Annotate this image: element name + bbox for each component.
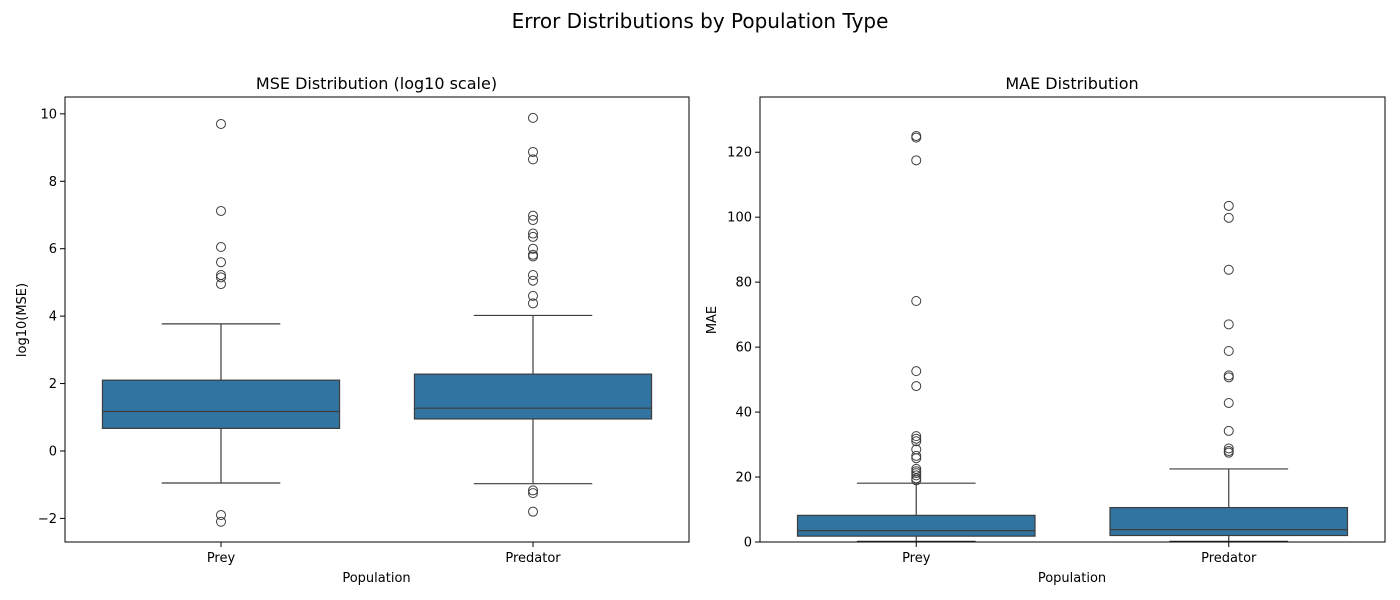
outlier-point bbox=[216, 279, 226, 290]
mse-panel-title: MSE Distribution (log10 scale) bbox=[256, 74, 497, 93]
outlier-point bbox=[911, 155, 922, 166]
mae-y-tick-label: 80 bbox=[735, 276, 752, 291]
outlier-point bbox=[528, 270, 538, 280]
outlier-point bbox=[216, 516, 226, 527]
outlier-point bbox=[216, 510, 226, 521]
mae-y-axis-label: MAE bbox=[705, 306, 720, 334]
mse-y-tick-label: 10 bbox=[40, 107, 57, 122]
outlier-point bbox=[911, 433, 922, 444]
mse-box-predator bbox=[413, 112, 653, 517]
outlier-point bbox=[911, 295, 922, 306]
outlier-point bbox=[1223, 200, 1234, 211]
outlier-point bbox=[216, 242, 226, 253]
outlier-point bbox=[911, 381, 922, 392]
mse-x-tick-label: Predator bbox=[505, 551, 561, 566]
iqr-box bbox=[1109, 506, 1349, 537]
outlier-point bbox=[1223, 443, 1234, 454]
mae-axes-frame bbox=[759, 96, 1386, 543]
outlier-point bbox=[1223, 319, 1234, 330]
iqr-box bbox=[796, 514, 1036, 537]
outlier-point bbox=[528, 488, 538, 499]
outlier-point bbox=[911, 453, 922, 464]
outlier-point bbox=[216, 118, 226, 129]
mae-box-predator bbox=[1109, 200, 1349, 542]
mae-panel-title: MAE Distribution bbox=[1005, 74, 1138, 93]
iqr-box bbox=[413, 373, 653, 420]
outlier-point bbox=[911, 132, 922, 143]
outlier-point bbox=[1223, 346, 1234, 357]
mae-y-tick-label: 60 bbox=[735, 341, 752, 356]
outlier-point bbox=[911, 366, 922, 377]
iqr-box bbox=[101, 379, 341, 429]
mse-y-tick-label: −2 bbox=[38, 512, 57, 527]
mae-panel: MAE Distribution Population MAE 0 20 40 60 8… bbox=[705, 74, 1386, 586]
mae-y-tick-label: 0 bbox=[744, 536, 752, 551]
outlier-point bbox=[528, 251, 538, 262]
mae-y-tick-label: 20 bbox=[735, 471, 752, 486]
outlier-point bbox=[528, 112, 538, 123]
mae-x-axis-label: Population bbox=[1038, 571, 1106, 586]
outlier-point bbox=[1223, 397, 1234, 408]
outlier-point bbox=[528, 154, 538, 165]
outlier-point bbox=[911, 475, 922, 486]
outlier-point bbox=[1223, 447, 1234, 458]
outlier-point bbox=[911, 436, 922, 447]
mae-y-tick-label: 120 bbox=[727, 146, 752, 161]
outlier-point bbox=[528, 485, 538, 496]
outlier-point bbox=[528, 506, 538, 517]
outlier-point bbox=[216, 257, 226, 268]
outlier-point bbox=[911, 470, 922, 481]
outlier-point bbox=[1223, 264, 1234, 275]
outlier-point bbox=[528, 210, 538, 221]
outlier-point bbox=[1223, 372, 1234, 383]
outlier-point bbox=[911, 450, 922, 461]
outlier-point bbox=[911, 468, 922, 479]
outlier-point bbox=[528, 275, 538, 286]
outlier-point bbox=[528, 146, 538, 157]
mse-axes-frame bbox=[64, 96, 690, 543]
mse-y-tick-label: 6 bbox=[49, 242, 57, 257]
mae-x-tick-label: Prey bbox=[902, 551, 931, 566]
mse-x-axis-label: Population bbox=[342, 571, 410, 586]
mse-panel: MSE Distribution (log10 scale) Populatio… bbox=[15, 74, 690, 586]
mse-y-tick-label: 2 bbox=[49, 377, 57, 392]
mse-y-tick-label: 4 bbox=[49, 310, 57, 325]
mae-y-tick-label: 40 bbox=[735, 406, 752, 421]
outlier-point bbox=[528, 243, 538, 254]
outlier-point bbox=[1223, 425, 1234, 436]
mse-x-tick-label: Prey bbox=[207, 551, 236, 566]
mse-y-tick-label: 0 bbox=[49, 444, 57, 459]
outlier-point bbox=[528, 215, 538, 226]
mse-y-tick-label: 8 bbox=[49, 175, 57, 190]
outlier-point bbox=[911, 431, 922, 442]
outlier-point bbox=[528, 290, 538, 301]
mse-y-axis-label: log10(MSE) bbox=[15, 283, 30, 357]
outlier-point bbox=[528, 231, 538, 242]
outlier-point bbox=[528, 228, 538, 239]
mae-y-tick-label: 100 bbox=[727, 211, 752, 226]
figure-suptitle: Error Distributions by Population Type bbox=[512, 9, 889, 33]
outlier-point bbox=[216, 205, 226, 216]
outlier-point bbox=[1223, 212, 1234, 223]
mae-x-tick-label: Predator bbox=[1201, 551, 1257, 566]
mse-box-prey bbox=[101, 118, 341, 527]
mae-box-prey bbox=[796, 130, 1036, 542]
outlier-point bbox=[528, 298, 538, 309]
outlier-point bbox=[216, 272, 226, 283]
